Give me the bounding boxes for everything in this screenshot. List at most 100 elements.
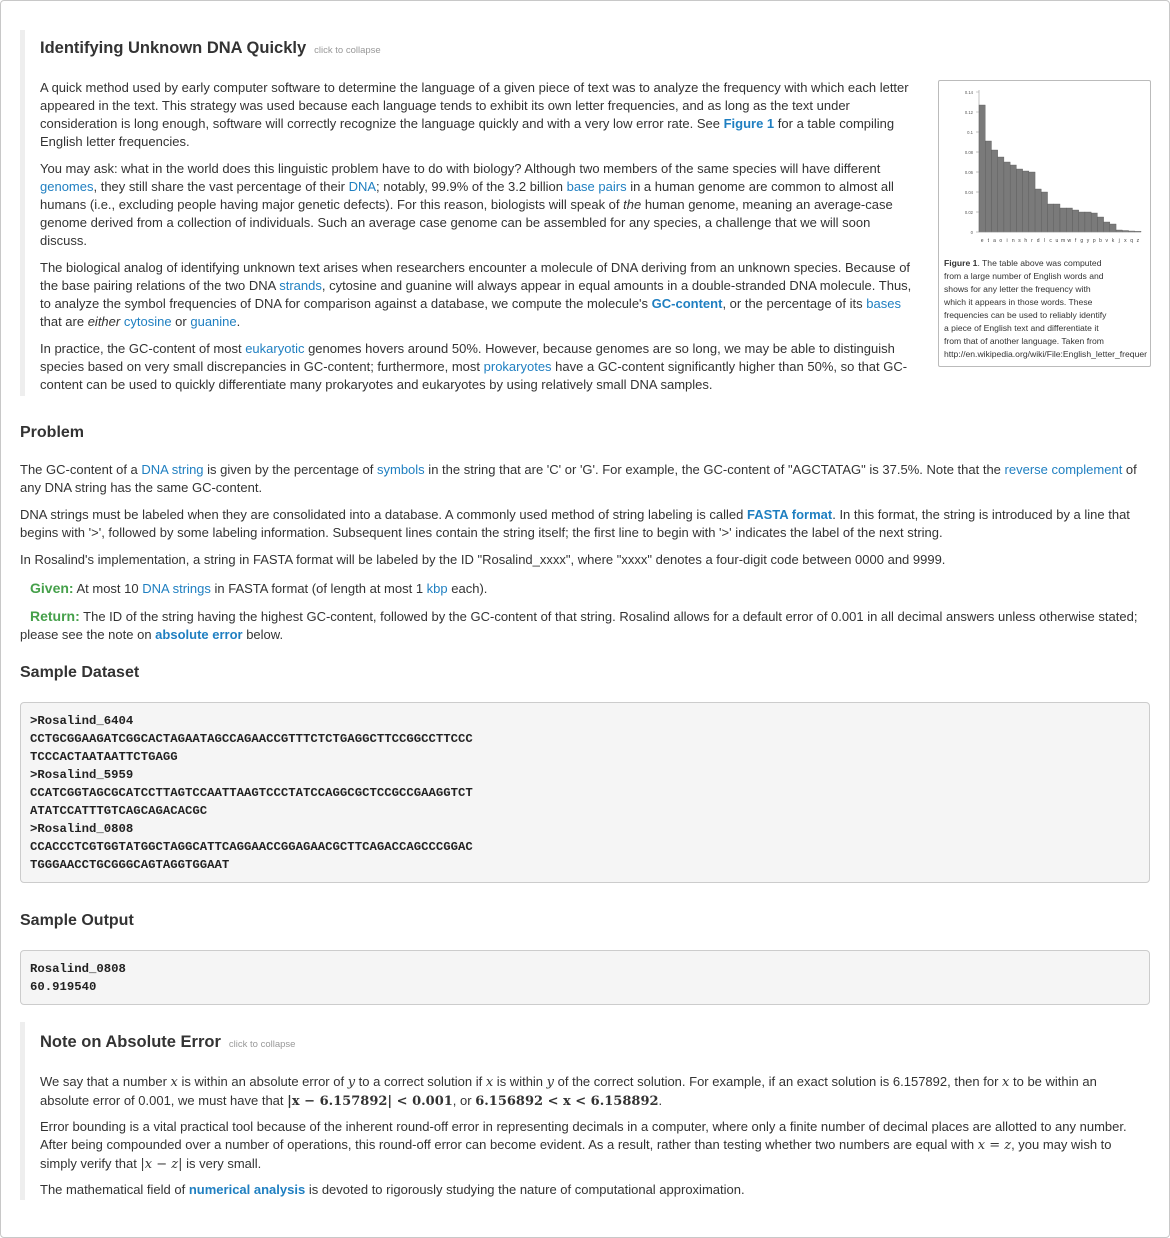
x-tick-label: d: [1037, 238, 1040, 244]
text: The biological analog of identifying unk…: [40, 260, 911, 293]
x-tick-label: f: [1075, 238, 1077, 244]
prokaryotes-link[interactable]: prokaryotes: [483, 359, 552, 374]
strands-link[interactable]: strands: [279, 278, 322, 293]
intro-paragraph-3: The biological analog of identifying unk…: [40, 259, 920, 331]
text: each).: [447, 581, 488, 596]
x-tick-label: s: [1018, 238, 1021, 244]
math-expression: x = z: [977, 1138, 1012, 1153]
text: to a correct solution if: [355, 1074, 486, 1089]
x-tick-label: g: [1080, 238, 1083, 244]
text: You may ask: what in the world does this…: [40, 161, 881, 176]
note-paragraph-1: We say that a number x is within an abso…: [40, 1073, 1140, 1111]
note-title: Note on Absolute Error click to collapse: [40, 1033, 295, 1054]
x-tick-label: n: [1012, 238, 1015, 244]
eukaryotic-link[interactable]: eukaryotic: [245, 341, 305, 356]
x-tick-label: x: [1124, 238, 1127, 244]
base-pairs-link[interactable]: base pairs: [566, 179, 627, 194]
text: for a table compiling English letter fre…: [40, 116, 895, 149]
symbols-link[interactable]: symbols: [377, 462, 425, 477]
reverse-complement-link[interactable]: reverse complement: [1004, 462, 1123, 477]
given-paragraph: Given: At most 10 DNA strings in FASTA f…: [30, 579, 1150, 598]
figure-1: 0 0.02 0.04 0.06 0.08 0.1 0.12 0.14 e t a o i n s h r d l c…: [938, 80, 1151, 367]
bar: [1059, 207, 1067, 233]
dna-strings-link[interactable]: DNA strings: [142, 581, 211, 596]
math-expression: |x − z|: [140, 1157, 183, 1172]
caption-line: from that of another language. Taken fro…: [944, 336, 1104, 346]
sample-output-box[interactable]: Rosalind_0808 60.919540: [20, 950, 1150, 1005]
bar: [978, 104, 986, 233]
x-tick-label: c: [1049, 238, 1052, 244]
intro-panel: [20, 30, 1155, 396]
note-paragraph-3: The mathematical field of numerical anal…: [40, 1181, 1140, 1199]
text: , or: [452, 1093, 476, 1108]
text: , or the percentage of its: [722, 296, 867, 311]
bar: [1066, 207, 1073, 233]
guanine-link[interactable]: guanine: [190, 314, 237, 329]
intro-paragraph-1: A quick method used by early computer so…: [40, 79, 920, 151]
note-title-text: Note on Absolute Error: [40, 1033, 221, 1051]
text: in FASTA format (of length at most 1: [210, 581, 427, 596]
bar: [1072, 209, 1079, 233]
text: is devoted to rigorously studying the na…: [305, 1182, 745, 1197]
bar: [1022, 170, 1030, 233]
bar: [1034, 188, 1042, 233]
kbp-link[interactable]: kbp: [426, 581, 448, 596]
gc-content-link[interactable]: GC-content: [651, 296, 723, 311]
intro-collapse-link[interactable]: click to collapse: [314, 45, 381, 56]
caption-line: frequencies can be used to reliably iden…: [944, 310, 1107, 320]
text: In practice, the GC-content of most: [40, 341, 246, 356]
dna-string-link[interactable]: DNA string: [141, 462, 204, 477]
emphasis-either: either: [87, 314, 121, 329]
text: The ID of the string having the highest …: [20, 609, 1138, 642]
text: At most 10: [73, 581, 143, 596]
text: human genome, meaning an average-case ge…: [40, 197, 893, 248]
text: , they still share the vast percentage o…: [93, 179, 349, 194]
caption-line: a piece of English text and differentiat…: [944, 323, 1099, 333]
y-tick-label: 0.04: [965, 190, 974, 195]
text: ; notably, 99.9% of the 3.2 billion: [376, 179, 567, 194]
bar: [985, 140, 992, 233]
text: We say that a number: [40, 1074, 171, 1089]
bar: [991, 149, 998, 233]
absolute-error-link[interactable]: absolute error: [155, 627, 243, 642]
figure-1-link[interactable]: Figure 1: [723, 116, 775, 131]
bar: [997, 156, 1005, 233]
text: have a GC-content significantly higher t…: [40, 359, 908, 392]
intro-paragraph-4: In practice, the GC-content of most euka…: [40, 340, 920, 394]
x-tick-label: k: [1112, 238, 1115, 244]
x-tick-label: m: [1061, 238, 1065, 244]
genomes-link[interactable]: genomes: [40, 179, 94, 194]
text: , cytosine and guanine will always appea…: [40, 278, 912, 311]
intro-title: Identifying Unknown DNA Quickly click to …: [40, 39, 381, 60]
bar: [1097, 216, 1104, 233]
bar: [1041, 191, 1048, 233]
text: that are: [40, 314, 88, 329]
math-var: y: [546, 1075, 555, 1090]
bar: [1016, 168, 1023, 233]
bar: [1047, 203, 1054, 233]
text: DNA strings must be labeled when they ar…: [20, 507, 747, 522]
sample-output-heading: Sample Output: [20, 912, 134, 929]
x-tick-label: u: [1055, 238, 1058, 244]
fasta-format-link[interactable]: FASTA format: [746, 507, 833, 522]
bases-link[interactable]: bases: [866, 296, 901, 311]
y-tick-label: 0.14: [965, 90, 974, 95]
text: .: [658, 1093, 663, 1108]
bar: [1084, 211, 1092, 233]
dna-link[interactable]: DNA: [348, 179, 377, 194]
letter-frequency-chart: 0 0.02 0.04 0.06 0.08 0.1 0.12 0.14 e t a o i n s h r d l c…: [965, 90, 1142, 244]
note-collapse-link[interactable]: click to collapse: [228, 1039, 296, 1050]
text: is within an absolute error of: [177, 1074, 348, 1089]
math-var: x: [170, 1075, 178, 1090]
sample-dataset-box[interactable]: >Rosalind_6404 CCTGCGGAAGATCGGCACTAGAATA…: [20, 702, 1150, 883]
problem-heading: Problem: [20, 424, 85, 441]
intro-paragraph-2: You may ask: what in the world does this…: [40, 160, 920, 250]
numerical-analysis-link[interactable]: numerical analysis: [188, 1182, 306, 1197]
x-tick-label: t: [988, 238, 990, 244]
text: . In this format, the string is introduc…: [20, 507, 1130, 540]
bar: [1009, 164, 1017, 233]
problem-paragraph-2: DNA strings must be labeled when they ar…: [20, 506, 1150, 542]
text: or: [171, 314, 191, 329]
text: genomes hovers around 50%. However, beca…: [40, 341, 895, 374]
cytosine-link[interactable]: cytosine: [123, 314, 172, 329]
